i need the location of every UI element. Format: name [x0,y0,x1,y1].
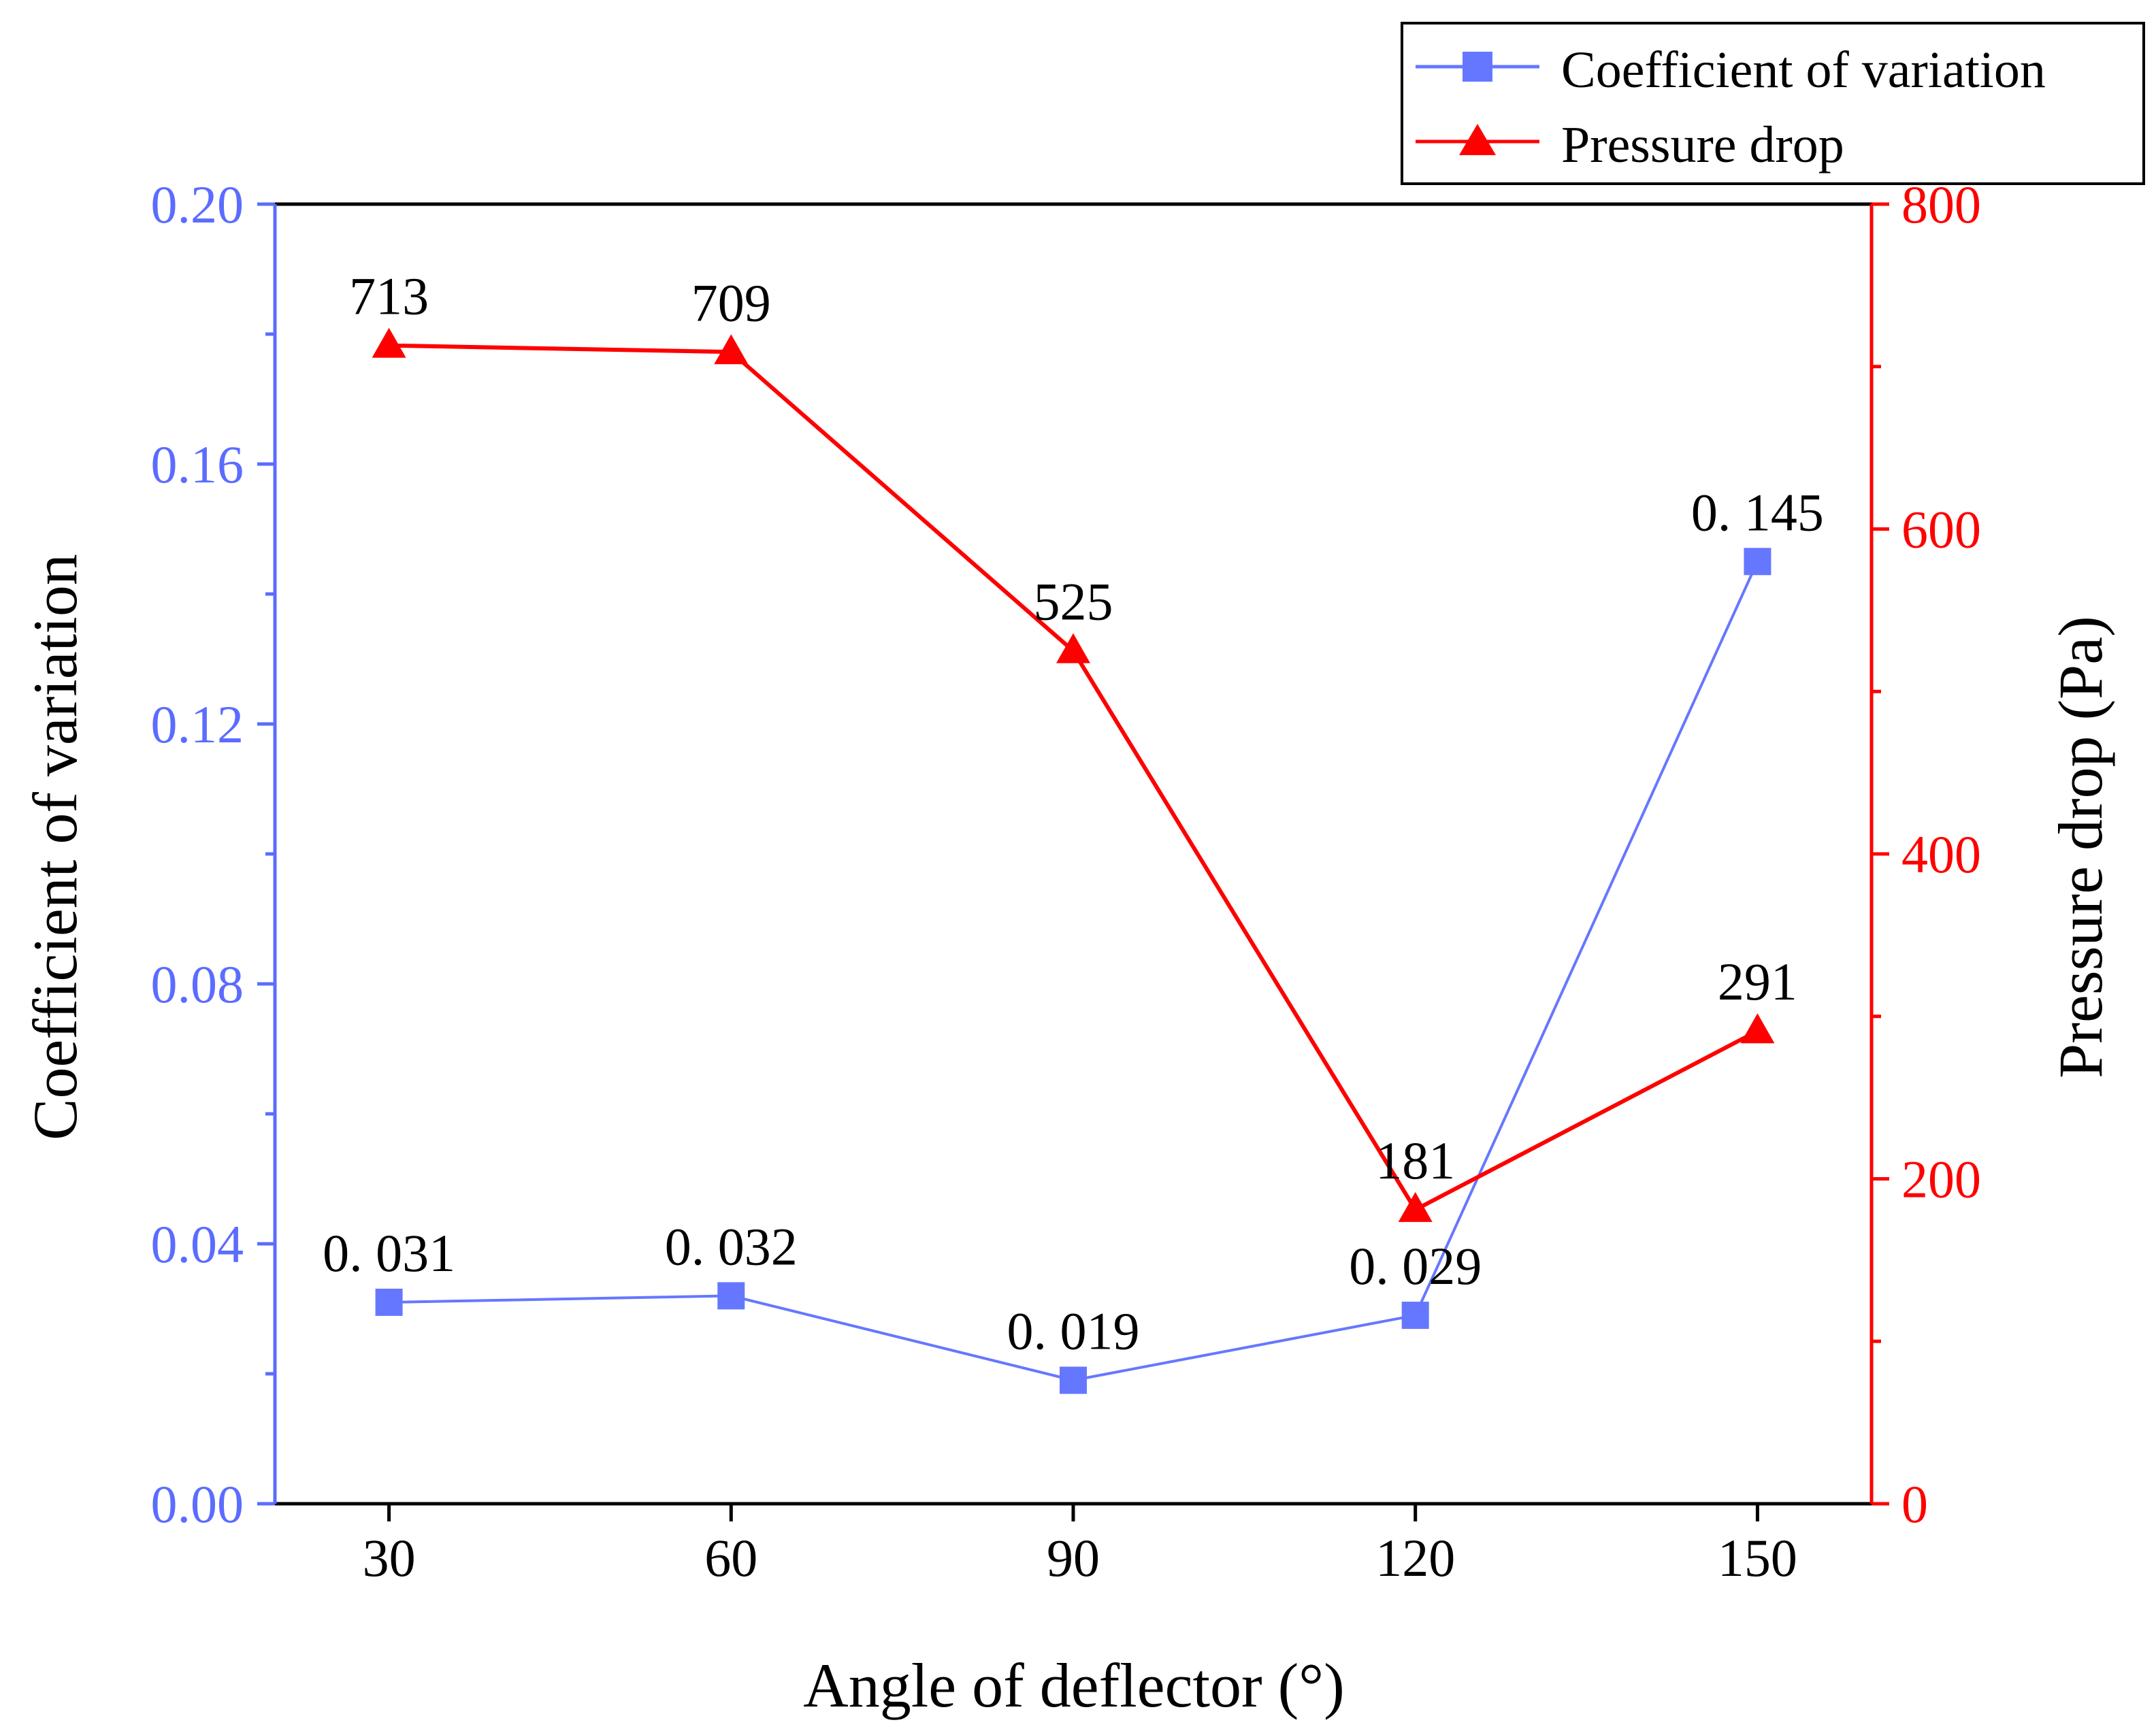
legend: Coefficient of variation Pressure drop [1401,22,2145,185]
legend-box [1401,22,2145,185]
cov-point [1060,1366,1087,1394]
pd-data-label: 525 [1034,572,1113,631]
y-axis-right-label: Pressure drop (Pa) [2046,616,2115,1078]
pd-point [1056,633,1090,663]
y-right-tick-label: 0 [1901,1474,1928,1534]
cov-data-label: 0. 029 [1349,1236,1482,1296]
x-tick-label: 90 [1047,1528,1100,1587]
y-left-tick-label: 0.12 [151,695,244,754]
cov-point [1401,1302,1429,1330]
y-left-tick-label: 0.08 [151,955,244,1014]
cov-series-line [389,561,1759,1382]
series-layer [372,327,1775,1394]
legend-cov-marker [1463,52,1492,82]
cov-data-label: 0. 032 [665,1217,798,1276]
label-layer: 0. 031 0. 032 0. 019 0. 029 0. 145 713 709 525 1… [323,267,1824,1361]
x-tick-label: 60 [704,1528,757,1587]
legend-pd-label: Pressure drop [1561,116,1844,174]
axes-layer: 30 60 90 120 150 0.00 0.04 0.08 0.12 0.16 0.20 0 200… [151,175,1982,1587]
y-left-tick-label: 0.20 [151,175,244,234]
legend-pd-marker [1459,124,1496,155]
y-right-tick-label: 400 [1901,825,1981,884]
y-left-tick-label: 0.00 [151,1474,244,1534]
y-right-tick-label: 200 [1901,1150,1981,1209]
x-tick-label: 150 [1718,1528,1797,1587]
x-tick-label: 120 [1375,1528,1455,1587]
pd-point [714,334,749,365]
pd-point [372,327,406,358]
pd-data-label: 291 [1718,952,1797,1011]
y-axis-left-label: Coefficient of variation [20,554,90,1140]
y-left-tick-label: 0.04 [151,1215,244,1274]
pd-point [1740,1013,1775,1044]
pd-data-label: 709 [691,273,771,332]
y-left-tick-label: 0.16 [151,435,244,494]
cov-point [717,1282,745,1310]
pd-data-label: 713 [349,267,429,326]
cov-data-label: 0. 145 [1691,482,1824,542]
x-tick-label: 30 [363,1528,416,1587]
pd-point [1398,1191,1433,1222]
y-right-tick-label: 600 [1901,500,1981,559]
cov-data-label: 0. 031 [323,1223,455,1283]
cov-data-label: 0. 019 [1007,1302,1140,1361]
cov-point [1744,548,1771,576]
legend-cov-label: Coefficient of variation [1561,42,2046,99]
cov-point [375,1288,403,1316]
pd-series-line [389,343,1759,1213]
x-axis-label: Angle of deflector (°) [803,1651,1344,1720]
pd-data-label: 181 [1375,1131,1455,1190]
